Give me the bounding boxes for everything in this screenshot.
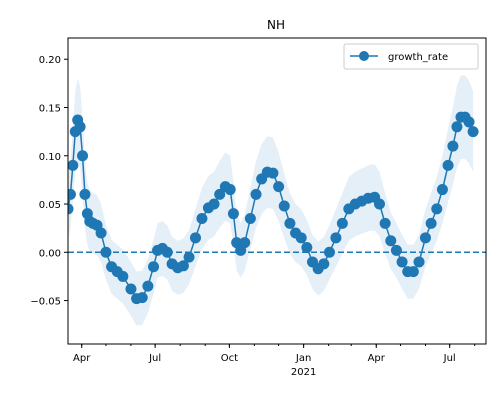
data-point [189,232,201,244]
data-point [301,241,313,253]
data-point [227,208,239,220]
data-point [208,198,220,210]
data-point [425,217,437,229]
x-tick-label: Jan [295,353,311,364]
data-point [447,140,459,152]
data-point [183,251,195,263]
data-point [68,159,79,171]
data-point [323,246,335,258]
data-point [278,200,290,212]
axes-frame [67,37,487,345]
data-point [224,184,236,196]
data-point [295,232,307,244]
data-point [336,217,348,229]
x-tick-label: Oct [221,353,238,364]
data-point [419,232,431,244]
data-point [77,150,89,162]
x-tick-label: Jul [148,353,161,364]
data-point [214,188,226,200]
plot-area: −0.05 0.00 0.05 0.10 0.15 0.20 Apr Jul Oct Jan 202… [30,37,487,378]
data-point [239,237,251,249]
y-tick-label: 0.10 [39,152,61,163]
data-point [273,181,285,193]
data-point [244,213,256,225]
y-tick-label: −0.05 [30,297,61,308]
data-point [136,292,148,304]
data-point [161,246,173,258]
y-tick-label: 0.15 [39,104,61,115]
data-point [148,261,160,273]
legend-label-growth-rate: growth_rate [388,52,448,63]
data-point [318,258,330,270]
data-point [431,203,443,215]
data-point [463,116,475,128]
data-point [68,188,76,200]
data-point [142,280,154,292]
data-point [284,217,296,229]
y-tick-label: 0.20 [39,55,61,66]
legend-box [343,43,479,70]
data-point [467,126,479,138]
x-tick-year-label: 2021 [291,367,316,378]
x-tick-label: Apr [368,353,386,364]
data-point [373,198,385,210]
data-point [442,159,454,171]
y-tick-label: 0.00 [39,248,61,259]
legend: growth_rate [343,43,479,70]
data-point [330,232,342,244]
x-tick-label: Apr [73,353,91,364]
data-point [95,227,107,239]
data-point [125,283,137,295]
data-point [413,256,425,268]
data-point [385,235,397,247]
y-tick-label: 0.05 [39,200,61,211]
data-point [390,244,402,256]
data-point [196,213,208,225]
data-point [379,217,391,229]
data-point [451,121,463,133]
data-point [436,184,448,196]
data-point [267,167,279,179]
x-tick-label: Jul [443,353,456,364]
data-point [396,256,408,268]
data-point [79,188,91,200]
data-point [74,121,86,133]
legend-marker [359,51,369,61]
data-point [100,246,112,258]
data-point [250,188,262,200]
chart-title: NH [267,18,285,32]
data-point [68,203,74,215]
data-point [117,270,129,282]
data-point [407,266,419,278]
data-point [177,260,189,272]
